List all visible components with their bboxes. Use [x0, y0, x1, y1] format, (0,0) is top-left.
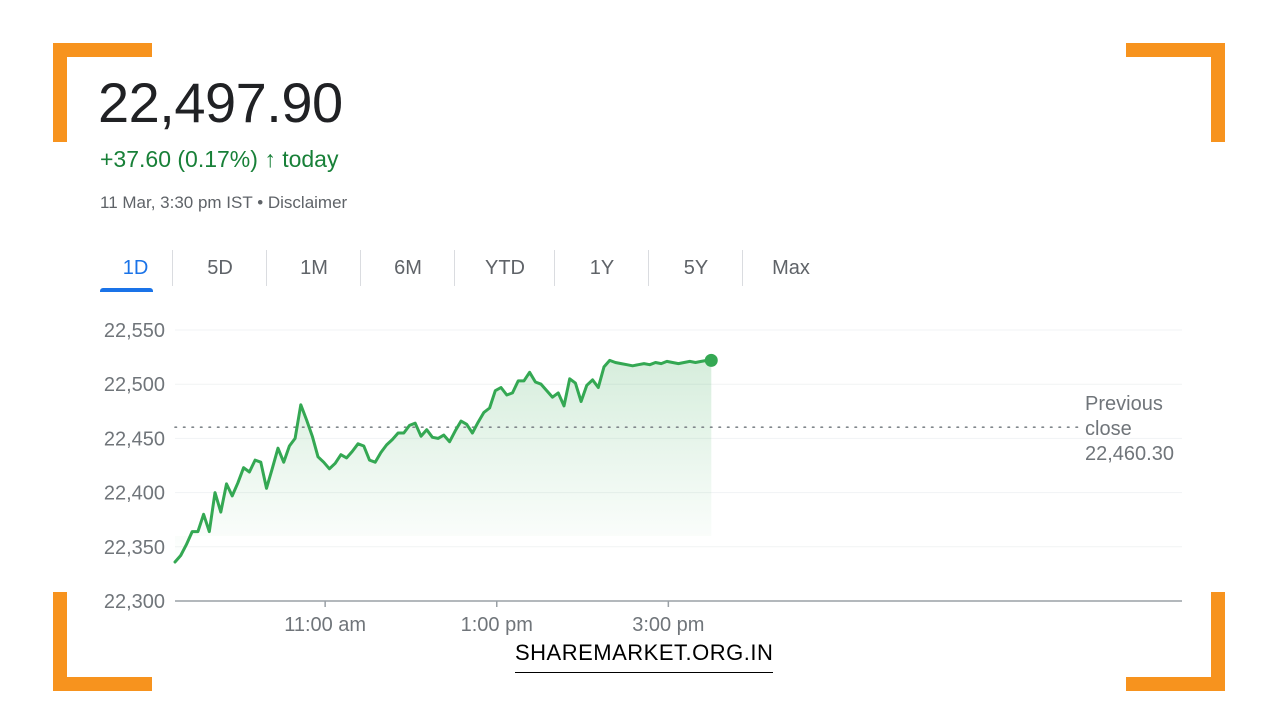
tab-1m[interactable]: 1M: [267, 248, 361, 288]
change-value: +37.60 (0.17%): [100, 146, 258, 172]
tab-label: Max: [772, 257, 810, 279]
tab-label: YTD: [485, 257, 525, 279]
price-change: +37.60 (0.17%) ↑ today: [100, 146, 338, 173]
x-tick-label: 1:00 pm: [461, 614, 533, 636]
quote-meta: 11 Mar, 3:30 pm IST • Disclaimer: [100, 193, 347, 213]
tab-5d[interactable]: 5D: [173, 248, 267, 288]
tab-label: 1Y: [589, 257, 615, 279]
disclaimer-link[interactable]: Disclaimer: [267, 193, 348, 212]
frame-corner-bottom-right: [1126, 592, 1225, 691]
timestamp: 11 Mar, 3:30 pm IST: [100, 193, 253, 212]
y-tick-label: 22,350: [104, 537, 165, 559]
x-tick-label: 3:00 pm: [632, 614, 704, 636]
frame-corner-top-left: [53, 43, 152, 142]
tab-6m[interactable]: 6M: [361, 248, 455, 288]
up-arrow-icon: ↑: [264, 146, 276, 172]
tab-label: 1M: [300, 257, 328, 279]
frame-corner-top-right: [1126, 43, 1225, 142]
last-price-dot: [704, 353, 718, 367]
y-tick-label: 22,400: [104, 483, 165, 505]
tab-5y[interactable]: 5Y: [649, 248, 743, 288]
y-tick-label: 22,550: [104, 320, 165, 342]
change-period: today: [282, 146, 339, 172]
tab-label: 6M: [394, 257, 422, 279]
y-tick-label: 22,500: [104, 374, 165, 396]
price-area: [175, 360, 712, 562]
time-range-tabs: 1D 5D 1M 6M YTD 1Y 5Y Max: [98, 248, 839, 292]
tab-max[interactable]: Max: [743, 248, 839, 288]
tab-label: 5D: [207, 257, 233, 279]
price-line: [173, 358, 713, 564]
meta-separator: •: [257, 193, 264, 212]
y-tick-label: 22,450: [104, 428, 165, 450]
frame-corner-bottom-left: [53, 592, 152, 691]
tab-1d[interactable]: 1D: [98, 248, 173, 292]
tab-label: 5Y: [683, 257, 709, 279]
tab-ytd[interactable]: YTD: [455, 248, 555, 288]
previous-close-label: 22,460.30: [1085, 443, 1174, 465]
brand-watermark: SHAREMARKET.ORG.IN: [515, 640, 774, 673]
current-price: 22,497.90: [98, 71, 343, 134]
tab-1y[interactable]: 1Y: [555, 248, 649, 288]
x-tick-label: 11:00 am: [284, 614, 366, 636]
active-tab-indicator: [100, 288, 153, 292]
y-tick-label: 22,300: [104, 591, 165, 613]
previous-close-label: Previous: [1085, 393, 1163, 415]
tab-label: 1D: [122, 257, 149, 279]
previous-close-label: close: [1085, 418, 1132, 440]
